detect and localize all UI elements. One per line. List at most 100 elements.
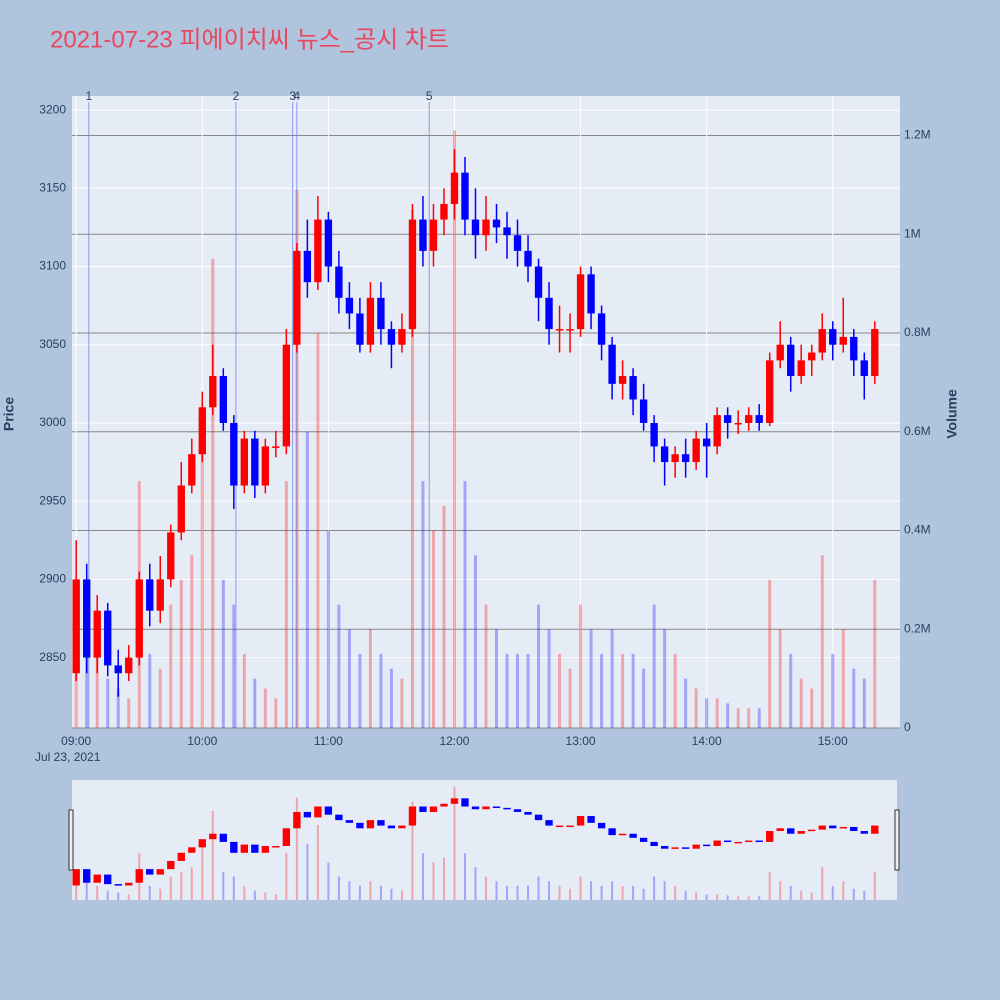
slider-candle <box>83 869 91 883</box>
candle-body <box>597 313 606 345</box>
slider-candle <box>314 806 322 818</box>
candle-body <box>534 266 543 298</box>
volume-bar <box>410 209 414 728</box>
slider-volume-bar <box>306 843 309 900</box>
volume-bar <box>495 629 499 728</box>
slider-volume-bar <box>831 885 834 900</box>
volume-bar <box>694 688 698 728</box>
candle-body <box>461 172 469 220</box>
slider-volume-bar <box>852 888 855 900</box>
slider-volume-bar <box>579 876 582 900</box>
volume-bar <box>274 698 278 728</box>
candle-body <box>261 446 270 486</box>
volume-bar <box>200 431 204 728</box>
slider-candle <box>272 845 280 848</box>
slider-candle <box>156 869 164 875</box>
slider-volume-bar <box>642 888 645 900</box>
candle-body <box>524 250 532 267</box>
slider-candle <box>471 806 480 810</box>
x-tick-label: 13:00 <box>566 734 596 748</box>
volume-bar <box>799 678 803 728</box>
slider-volume-bar <box>485 876 487 900</box>
slider-handle[interactable] <box>894 809 900 871</box>
slider-volume-bar <box>264 892 267 900</box>
slider-candle <box>377 820 385 826</box>
slider-volume-bar <box>295 797 298 900</box>
candle-body <box>513 235 522 251</box>
slider-candle <box>723 840 732 843</box>
slider-candle <box>513 809 522 812</box>
volume-bar <box>221 579 225 728</box>
slider-candle <box>251 844 259 853</box>
slider-candle <box>135 869 143 883</box>
volume-bar <box>621 653 625 728</box>
y-tick-label: 2900 <box>39 572 66 586</box>
slider-candle <box>293 811 301 829</box>
volume-bar <box>232 604 236 728</box>
candle-body <box>797 360 805 377</box>
slider-volume-bar <box>369 881 372 900</box>
volume-bar <box>379 653 383 728</box>
slider-volume-bar <box>527 885 530 900</box>
volume-bar <box>358 653 362 728</box>
annotation-label: 2 <box>233 89 240 103</box>
volume-bar <box>516 653 520 728</box>
slider-candle <box>114 884 122 886</box>
slider-candle <box>566 825 574 828</box>
candle-body <box>251 438 259 486</box>
slider-candle <box>230 841 238 853</box>
slider-volume-bar <box>232 876 235 900</box>
candle-body <box>230 422 238 486</box>
slider-candle <box>324 806 333 815</box>
annotation-label: 5 <box>426 89 433 103</box>
volume-bar <box>778 629 782 728</box>
slider-volume-bar <box>274 894 277 900</box>
slider-volume-bar <box>516 885 519 900</box>
volume-bar <box>642 668 646 728</box>
candle-body <box>850 336 858 361</box>
volume-bar <box>284 481 288 728</box>
volume-bar <box>747 708 751 728</box>
y2-tick-label: 0.8M <box>904 325 931 339</box>
slider-volume-bar <box>768 871 771 900</box>
candle-body <box>450 172 459 204</box>
volume-bar <box>484 604 488 728</box>
slider-candle <box>713 840 721 846</box>
volume-bar <box>841 629 845 728</box>
slider-candle <box>545 820 553 826</box>
candle-body <box>272 446 280 448</box>
slider-volume-bar <box>222 871 225 900</box>
candle-body <box>818 329 826 353</box>
slider-volume-bar <box>632 885 635 900</box>
candle-body <box>713 415 721 447</box>
volume-bar <box>368 629 372 728</box>
volume-bar <box>242 653 246 728</box>
slider-volume-bar <box>243 885 246 900</box>
slider-candle <box>608 828 616 836</box>
slider-candle <box>850 826 858 832</box>
candle-body <box>618 376 627 384</box>
candle-body <box>167 532 175 580</box>
x-tick-label: 09:00 <box>61 734 91 748</box>
candle-body <box>608 344 616 384</box>
candle-body <box>471 219 480 236</box>
slider-candle <box>829 825 837 829</box>
candle-body <box>93 610 101 658</box>
candle-body <box>576 274 585 330</box>
candle-body <box>776 344 784 361</box>
volume-bar <box>253 678 257 728</box>
candle-body <box>209 376 217 408</box>
candle-body <box>146 579 154 611</box>
volume-bar <box>211 258 215 728</box>
slider-handle[interactable] <box>68 809 74 871</box>
candle-body <box>293 250 301 345</box>
slider-candle <box>766 831 774 842</box>
candle-body <box>723 415 732 423</box>
y2-tick-label: 1.2M <box>904 128 931 142</box>
slider-volume-bar <box>569 888 572 900</box>
slider-volume-bar <box>747 896 750 900</box>
volume-bar <box>579 604 583 728</box>
x-tick-label: 11:00 <box>314 734 343 748</box>
slider-volume-bar <box>600 885 603 900</box>
slider-volume-bar <box>611 881 614 900</box>
